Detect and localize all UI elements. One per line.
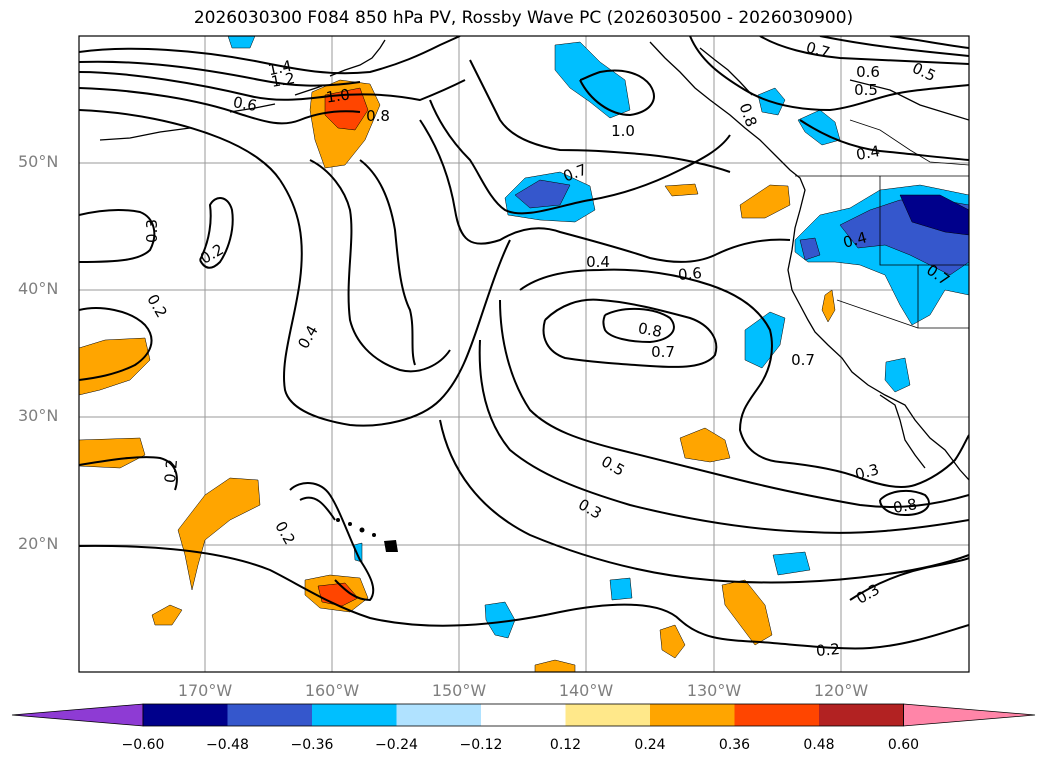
colorbar-tick-label: 0.12	[549, 737, 582, 753]
map-frame	[78, 35, 970, 673]
negative-pv-anomalies	[227, 36, 969, 639]
colorbar-segment	[396, 704, 482, 726]
map-plot: 1.41.21.00.80.60.71.00.70.6 0.50.50.80.40…	[78, 35, 970, 673]
contour-label: 0.2	[143, 291, 171, 321]
borders	[795, 119, 969, 329]
contour-labels: 1.41.21.00.80.60.71.00.70.6 0.50.50.80.40…	[143, 38, 953, 660]
contour-label: 0.5	[854, 81, 878, 99]
colorbar-segment	[903, 703, 1036, 727]
colorbar-tick-label: 0.60	[887, 737, 920, 753]
contour-label: 0.4	[841, 228, 869, 252]
colorbar-segment	[227, 704, 313, 726]
colorbar-segment	[734, 704, 820, 726]
colorbar-tick-label: −0.12	[459, 737, 503, 753]
gridlines	[79, 36, 969, 672]
contour-label: 0.4	[855, 142, 882, 164]
lon-label-140w: 140°W	[558, 681, 614, 700]
coastlines	[99, 39, 969, 481]
lon-label-160w: 160°W	[304, 681, 360, 700]
contour-label: 1.0	[325, 85, 351, 106]
colorbar-segment	[312, 704, 397, 726]
colorbar-segment	[565, 704, 651, 726]
colorbar-segment	[143, 704, 228, 726]
contour-label: 0.3	[143, 219, 161, 243]
lon-label-130w: 130°W	[686, 681, 742, 700]
lon-label-170w: 170°W	[177, 681, 233, 700]
contour-label: 0.8	[735, 101, 760, 130]
contour-label: 0.6	[677, 264, 702, 284]
contour-label: 0.4	[294, 322, 322, 352]
lat-label-40n: 40°N	[18, 279, 59, 298]
contour-label: 1.0	[611, 122, 635, 140]
lon-label-150w: 150°W	[431, 681, 487, 700]
contour-label: 0.2	[815, 640, 840, 660]
colorbar-segment	[650, 704, 735, 726]
colorbar-segment	[481, 704, 566, 726]
colorbar-tick-label: −0.48	[206, 737, 249, 753]
hawaii-islands	[336, 518, 398, 552]
lat-label-50n: 50°N	[18, 152, 59, 171]
colorbar-tick-label: 0.36	[718, 737, 751, 753]
colorbar-segment	[819, 704, 904, 726]
colorbar-tick-label: −0.60	[121, 737, 165, 753]
colorbar-segment	[11, 703, 144, 727]
map-title: 2026030300 F084 850 hPa PV, Rossby Wave …	[193, 8, 854, 28]
contour-label: 0.7	[791, 351, 815, 369]
positive-pv-anomalies	[79, 79, 836, 672]
lon-label-120w: 120°W	[813, 681, 869, 700]
colorbar	[11, 703, 1036, 727]
colorbar-tick-label: −0.24	[375, 737, 418, 753]
contour-label: 0.2	[271, 518, 299, 548]
lat-label-20n: 20°N	[18, 534, 59, 553]
colorbar-tick-label: 0.24	[634, 737, 666, 753]
contour-label: 0.4	[586, 253, 610, 271]
contour-label: 0.3	[853, 460, 881, 484]
contour-label: 0.8	[892, 495, 919, 517]
lat-label-30n: 30°N	[18, 406, 59, 425]
colorbar-tick-label: 0.48	[803, 737, 835, 753]
contour-label: 0.7	[651, 343, 675, 361]
contour-label: 0.6	[856, 63, 880, 81]
colorbar-tick-label: −0.36	[290, 737, 334, 753]
contour-label: 1.2	[270, 69, 297, 91]
pv-contours	[79, 36, 969, 650]
contour-label: 0.2	[161, 458, 181, 483]
contour-label: 1.4	[266, 57, 293, 80]
contour-label: 0.8	[366, 107, 390, 125]
contour-label: 0.8	[637, 319, 664, 341]
contour-label: 0.6	[232, 93, 259, 115]
contour-label: 0.7	[804, 38, 832, 62]
